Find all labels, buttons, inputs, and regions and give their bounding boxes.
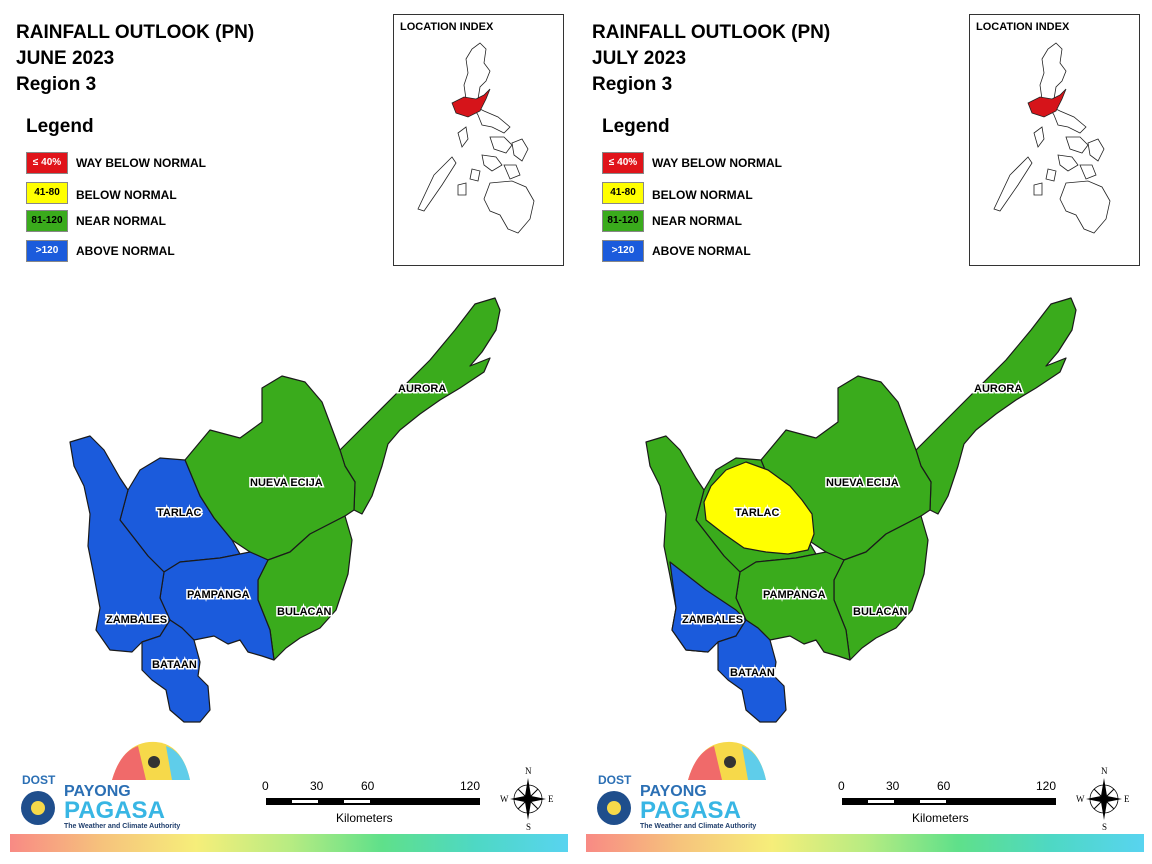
outlook-panel-june: RAINFALL OUTLOOK (PN) JUNE 2023 Region 3… — [10, 14, 568, 852]
north-arrow-icon: N S E W — [1076, 766, 1130, 832]
scale-tick-label: 30 — [886, 779, 900, 793]
legend-swatch: 41-80 — [602, 182, 644, 204]
compass-s: S — [1102, 822, 1107, 832]
scale-tick-label: 60 — [937, 779, 951, 793]
title-line-3: Region 3 — [16, 74, 97, 95]
legend-label: WAY BELOW NORMAL — [652, 156, 783, 170]
label-tarlac: TARLAC — [157, 507, 201, 519]
province-bataan — [717, 619, 787, 723]
title-line-1: RAINFALL OUTLOOK (PN) — [16, 22, 255, 43]
region3-map: AURORA NUEVA ECIJA TARLAC PAMPANGA BULAC… — [645, 297, 1077, 723]
logo-payong: PAYONG — [64, 783, 131, 800]
map-title: RAINFALL OUTLOOK (PN) JULY 2023 Region 3 — [592, 20, 830, 98]
legend-label: BELOW NORMAL — [652, 188, 753, 202]
label-aurora: AURORA — [398, 383, 446, 395]
logo-pagasa: PAGASA — [640, 797, 741, 824]
compass-w: W — [1076, 794, 1085, 804]
label-bataan: BATAAN — [152, 659, 197, 671]
compass-e: E — [548, 794, 554, 804]
logo-tagline: The Weather and Climate Authority — [640, 823, 756, 830]
logo-pagasa: PAGASA — [64, 797, 165, 824]
scale-tick-label: 60 — [361, 779, 375, 793]
scale-tick-label: 30 — [310, 779, 324, 793]
title-line-1: RAINFALL OUTLOOK (PN) — [592, 22, 831, 43]
legend-label: BELOW NORMAL — [76, 188, 177, 202]
province-nueva-ecija — [184, 375, 356, 561]
scale-unit: Kilometers — [336, 811, 393, 825]
legend-swatch: >120 — [602, 240, 644, 262]
payong-pagasa-logo: DOST PAYONG PAGASA The Weather and Clima… — [597, 741, 766, 830]
legend-label: ABOVE NORMAL — [652, 244, 751, 258]
location-index-title: LOCATION INDEX — [976, 21, 1070, 33]
scale-tick-label: 0 — [262, 779, 269, 793]
location-index-title: LOCATION INDEX — [400, 21, 494, 33]
scale-unit: Kilometers — [912, 811, 969, 825]
compass-n: N — [1101, 766, 1108, 776]
philippines-index-map — [417, 42, 535, 234]
legend-label: WAY BELOW NORMAL — [76, 156, 207, 170]
label-aurora: AURORA — [974, 383, 1022, 395]
province-bataan — [141, 619, 211, 723]
legend-swatch: >120 — [26, 240, 68, 262]
legend-title: Legend — [602, 116, 670, 137]
title-line-2: JULY 2023 — [592, 48, 687, 69]
logo-tagline: The Weather and Climate Authority — [64, 823, 180, 830]
map-title: RAINFALL OUTLOOK (PN) JUNE 2023 Region 3 — [16, 20, 254, 98]
legend-label: NEAR NORMAL — [76, 214, 166, 228]
tarlac-below-normal-zone — [703, 461, 815, 555]
province-aurora — [339, 297, 501, 515]
scale-tick-label: 120 — [1036, 779, 1056, 793]
scale-bar: 0 30 60 120 Kilometers — [262, 779, 480, 825]
logo-payong: PAYONG — [640, 783, 707, 800]
compass-s: S — [526, 822, 531, 832]
label-bulacan: BULACAN — [853, 606, 907, 618]
philippines-index-map — [993, 42, 1111, 234]
location-index: LOCATION INDEX — [969, 14, 1140, 266]
region3-highlight — [451, 88, 491, 118]
compass-n: N — [525, 766, 532, 776]
scale-tick-label: 0 — [838, 779, 845, 793]
outlook-panel-july: RAINFALL OUTLOOK (PN) JULY 2023 Region 3… — [576, 0, 1152, 864]
legend-swatch: ≤ 40% — [602, 152, 644, 174]
label-bataan: BATAAN — [730, 667, 775, 679]
logo-dost: DOST — [22, 773, 56, 787]
legend-swatch: ≤ 40% — [26, 152, 68, 174]
location-index: LOCATION INDEX — [393, 14, 564, 266]
label-nueva-ecija: NUEVA ECIJA — [826, 477, 899, 489]
legend-swatch: 81-120 — [602, 210, 644, 232]
payong-pagasa-logo: DOST PAYONG PAGASA The Weather and Clima… — [21, 741, 190, 830]
legend-swatch: 41-80 — [26, 182, 68, 204]
label-zambales: ZAMBALES — [106, 614, 167, 626]
legend-label: NEAR NORMAL — [652, 214, 742, 228]
title-line-2: JUNE 2023 — [16, 48, 115, 69]
title-line-3: Region 3 — [592, 74, 673, 95]
label-tarlac: TARLAC — [735, 507, 779, 519]
legend-swatch: 81-120 — [26, 210, 68, 232]
compass-e: E — [1124, 794, 1130, 804]
logo-dost: DOST — [598, 773, 632, 787]
bottom-gradient-bar — [586, 834, 1144, 852]
label-nueva-ecija: NUEVA ECIJA — [250, 477, 323, 489]
legend-title: Legend — [26, 116, 94, 137]
scale-tick-label: 120 — [460, 779, 480, 793]
north-arrow-icon: N S E W — [500, 766, 554, 832]
label-zambales: ZAMBALES — [682, 614, 743, 626]
legend-label: ABOVE NORMAL — [76, 244, 175, 258]
label-bulacan: BULACAN — [277, 606, 331, 618]
scale-bar: 0 30 60 120 Kilometers — [838, 779, 1056, 825]
region3-map: AURORA NUEVA ECIJA TARLAC PAMPANGA BULAC… — [69, 297, 501, 723]
province-aurora — [915, 297, 1077, 515]
region3-highlight — [1027, 88, 1067, 118]
compass-w: W — [500, 794, 509, 804]
bottom-gradient-bar — [10, 834, 568, 852]
label-pampanga: PAMPANGA — [763, 589, 826, 601]
label-pampanga: PAMPANGA — [187, 589, 250, 601]
